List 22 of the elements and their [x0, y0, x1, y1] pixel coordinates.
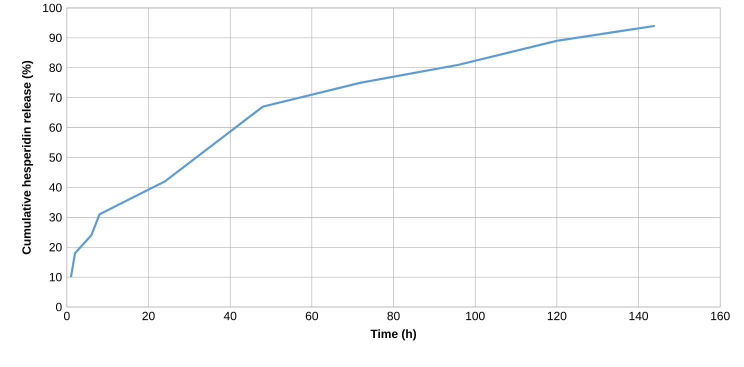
x-tick-label: 0 [64, 312, 70, 320]
x-tick-label: 140 [629, 312, 648, 320]
x-tick-label: 160 [711, 312, 730, 320]
y-tick-label: 50 [49, 153, 62, 162]
y-tick-label: 80 [49, 63, 62, 72]
y-tick-label: 70 [49, 93, 62, 102]
y-tick-label: 40 [49, 183, 62, 192]
y-tick-label: 10 [50, 272, 62, 282]
y-axis-title: Cumulative hesperidin release (%) [22, 60, 34, 254]
x-tick-label: 100 [466, 312, 485, 320]
x-tick-label: 60 [306, 312, 318, 320]
y-tick-label: 30 [49, 213, 62, 222]
x-tick-label: 120 [548, 312, 566, 320]
x-tick-label: 80 [387, 312, 400, 320]
x-tick-label: 20 [142, 312, 155, 320]
y-tick-label: 0 [56, 302, 62, 312]
x-axis-title: Time (h) [370, 329, 416, 340]
y-tick-label: 20 [49, 242, 62, 252]
y-tick-label: 90 [49, 34, 62, 42]
y-tick-label: 60 [49, 123, 62, 132]
x-tick-label: 40 [224, 312, 236, 320]
y-tick-label: 100 [43, 4, 62, 12]
